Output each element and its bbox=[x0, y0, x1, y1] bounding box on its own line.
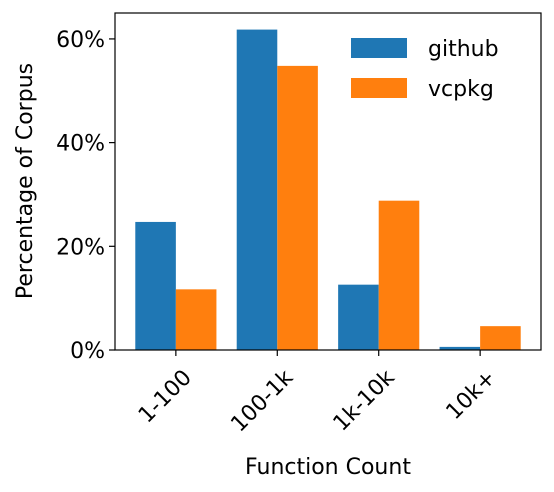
x-axis: 1-100 100-1k 1k-10k 10k+ bbox=[134, 350, 501, 437]
bar-github-1k-10k bbox=[338, 284, 379, 350]
y-tick-label: 40% bbox=[56, 132, 105, 157]
bars-layer bbox=[135, 29, 521, 351]
y-tick-label: 20% bbox=[56, 235, 105, 260]
y-tick-label: 60% bbox=[56, 28, 105, 53]
y-tick-label: 0% bbox=[70, 339, 105, 364]
plot-frame bbox=[114, 12, 542, 351]
x-axis-title: Function Count bbox=[245, 455, 411, 480]
bar-github-1-100 bbox=[135, 221, 176, 350]
y-axis-title: Percentage of Corpus bbox=[13, 63, 38, 299]
bar-vcpkg-100-1k bbox=[277, 65, 318, 350]
legend-swatch-vcpkg bbox=[351, 78, 407, 98]
legend-swatch-github bbox=[351, 38, 407, 58]
bar-vcpkg-1-100 bbox=[175, 289, 217, 350]
y-axis: 0% 20% 40% 60% bbox=[56, 28, 115, 364]
x-tick-label: 100-1k bbox=[226, 365, 298, 437]
legend: github vcpkg bbox=[351, 37, 499, 102]
x-tick-label: 10k+ bbox=[442, 365, 502, 425]
legend-label-vcpkg: vcpkg bbox=[428, 77, 494, 102]
bar-vcpkg-10k+ bbox=[480, 326, 521, 350]
bar-github-100-1k bbox=[236, 29, 278, 351]
bar-github-10k+ bbox=[439, 346, 481, 350]
legend-label-github: github bbox=[428, 37, 499, 62]
x-tick-label: 1k-10k bbox=[329, 365, 400, 436]
x-tick-label: 1-100 bbox=[134, 365, 197, 428]
bar-vcpkg-1k-10k bbox=[378, 200, 420, 350]
